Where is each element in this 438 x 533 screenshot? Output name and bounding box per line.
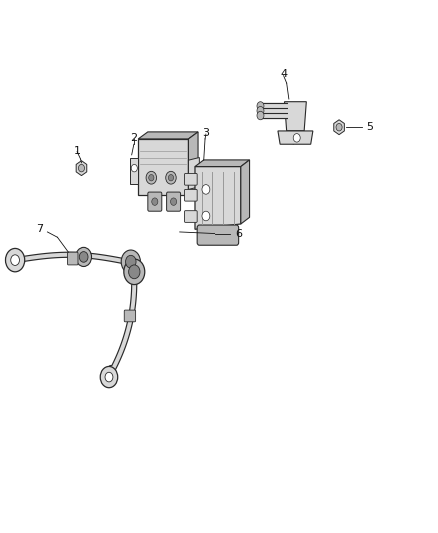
FancyBboxPatch shape [67,252,78,265]
Polygon shape [241,160,250,224]
Polygon shape [131,158,138,184]
Polygon shape [195,160,250,166]
Circle shape [76,247,92,266]
Polygon shape [188,158,199,189]
Text: 6: 6 [235,229,242,239]
FancyBboxPatch shape [184,173,197,185]
FancyBboxPatch shape [184,211,197,222]
Circle shape [131,165,138,172]
Circle shape [168,174,173,181]
Polygon shape [334,120,344,135]
Circle shape [257,102,264,110]
Circle shape [257,111,264,120]
Circle shape [257,107,264,115]
FancyBboxPatch shape [166,192,180,211]
Circle shape [146,171,156,184]
Circle shape [149,174,154,181]
Circle shape [129,265,140,279]
Circle shape [152,198,158,205]
FancyBboxPatch shape [197,225,239,245]
Polygon shape [138,139,188,195]
Text: 4: 4 [280,69,287,79]
Text: 3: 3 [202,127,209,138]
Circle shape [202,211,210,221]
Circle shape [202,184,210,194]
Circle shape [6,248,25,272]
Text: 5: 5 [366,122,373,132]
Circle shape [336,124,342,131]
FancyBboxPatch shape [148,192,162,211]
Text: 2: 2 [130,133,138,143]
Polygon shape [285,102,306,131]
Circle shape [166,171,176,184]
Polygon shape [287,131,304,144]
Polygon shape [138,132,198,139]
Text: 1: 1 [74,146,81,156]
Polygon shape [195,166,241,229]
FancyBboxPatch shape [124,310,136,322]
Circle shape [124,259,145,285]
Circle shape [100,367,118,387]
Circle shape [293,134,300,142]
Circle shape [79,252,88,262]
FancyBboxPatch shape [184,189,197,201]
Circle shape [105,372,113,382]
Circle shape [121,250,141,273]
Polygon shape [76,161,87,175]
Circle shape [78,165,85,172]
Circle shape [170,198,177,205]
Polygon shape [188,132,198,195]
Polygon shape [278,131,313,144]
Text: 7: 7 [36,224,43,235]
Circle shape [11,255,19,265]
Circle shape [126,255,136,268]
